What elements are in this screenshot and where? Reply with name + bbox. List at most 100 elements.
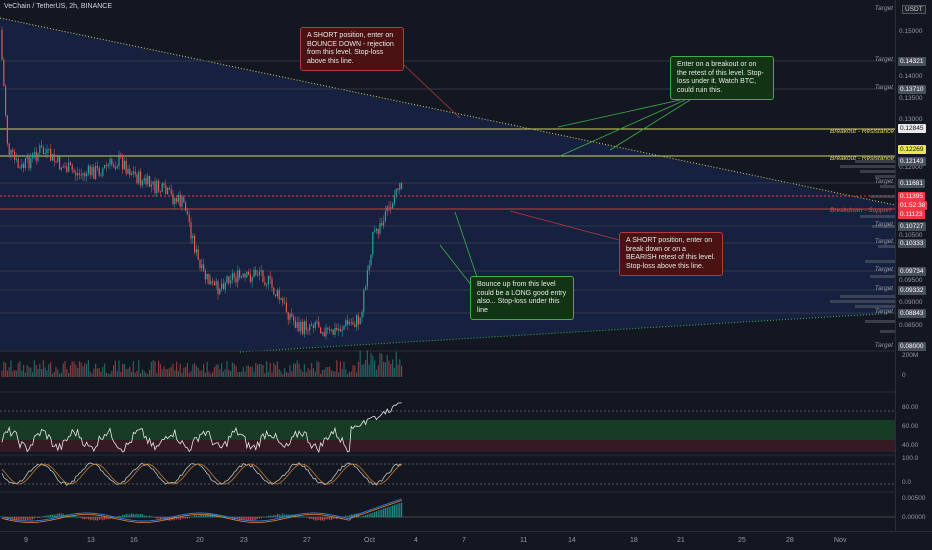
volume-bar [120,371,122,377]
volume-bar [46,370,48,377]
date-label: 7 [462,537,466,544]
candle-body [91,167,93,175]
volume-bar [14,370,16,377]
volume-bar [368,364,370,377]
candle-body [143,177,145,181]
macd-bar [249,517,251,521]
candle-body [93,167,95,179]
macd-bar [136,513,138,518]
price-tag: 0.12143 [898,157,926,166]
volume-bar [323,369,325,377]
price-axis-label: 0.13500 [899,95,923,102]
volume-bar [50,362,52,377]
volume-bar [302,371,304,377]
macd-bar [253,517,255,521]
volume-bar [217,364,219,377]
candle-body [320,327,322,334]
candle-body [28,155,30,169]
volume-bar [8,367,10,377]
candle-body [159,191,161,193]
indicator-axis-label: 0 [902,372,906,379]
volume-bar [176,361,178,377]
volume-bar [177,370,179,377]
volume-bar [401,365,403,377]
annotation-box: A SHORT position, enter on break down or… [619,232,723,277]
date-label: 13 [87,537,95,544]
volume-bar [210,373,212,377]
volume-bar [21,370,23,377]
macd-bar [399,503,401,518]
candle-body [114,166,116,169]
volume-bar [114,360,116,377]
candle-body [361,311,363,318]
candle-body [289,313,291,320]
macd-bar [10,517,12,520]
price-axis-label: 0.13000 [899,116,923,123]
candle-body [78,173,80,175]
macd-bar [17,517,19,521]
macd-bar [64,514,66,518]
volume-bar [273,362,275,377]
currency-badge[interactable]: USDT [902,5,926,14]
candle-body [66,166,68,172]
volume-bar [239,371,241,377]
macd-bar [73,515,75,518]
candle-body [298,322,300,332]
macd-bar [35,517,37,518]
volume-bar [320,373,322,377]
candle-body [321,332,323,334]
volume-bar [84,363,86,377]
macd-bar [149,515,151,518]
volume-bar [309,369,311,377]
macd-bar [345,515,347,518]
macd-bar [93,517,95,521]
volume-bar [152,360,154,377]
candle-body [165,185,167,194]
candle-body [215,281,217,286]
candle-body [120,154,122,158]
macd-bar [347,516,349,518]
candle-body [190,222,192,239]
candle-body [287,312,289,320]
candle-body [17,158,19,168]
candle-body [105,164,107,167]
rsi-oversold-zone [0,440,895,452]
candle-body [129,168,131,176]
candle-body [80,174,82,176]
volume-bar [242,367,244,377]
volume-bar [248,365,250,377]
candle-body [372,231,374,255]
price-axis[interactable]: USDT 0.15000 0.14000 0.13500 0.13000 0.12000… [895,0,932,531]
volume-bar [64,360,66,377]
date-label: 9 [24,537,28,544]
macd-bar [8,517,10,520]
candle-body [44,153,46,155]
volume-bar [206,361,208,377]
candle-body [262,270,264,283]
macd-bar [195,515,197,518]
volume-bar [23,364,25,377]
macd-bar [300,516,302,518]
candle-body [280,298,282,300]
macd-bar [325,517,327,520]
volume-bar [5,363,7,377]
candle-body [55,161,57,163]
candle-body [332,329,334,335]
macd-bar [305,517,307,518]
candle-body [30,158,32,169]
candle-body [41,145,43,148]
candle-body [192,235,194,239]
candle-body [377,228,379,234]
time-axis[interactable]: 9 13 16 20 23 27 Oct 4 7 11 14 18 21 25 28 Nov [0,531,932,550]
candle-body [122,157,124,170]
volume-bar [350,371,352,377]
candle-body [392,203,394,209]
candle-body [381,223,383,226]
candle-body [147,175,149,185]
macd-bar [386,507,388,518]
macd-bar [69,515,71,518]
macd-bar [246,517,248,521]
candle-body [12,149,14,152]
candle-body [239,270,241,278]
volume-bar [395,351,397,377]
